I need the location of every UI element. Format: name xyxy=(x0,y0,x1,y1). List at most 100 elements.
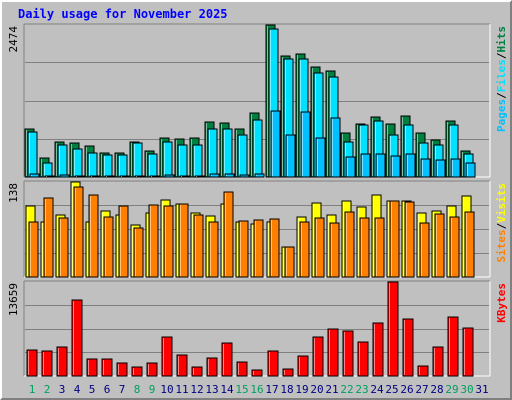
bar-pages-day-14 xyxy=(224,173,235,178)
panel-kbytes: 13659 KBytes xyxy=(7,280,508,377)
bar-kbytes-day-7 xyxy=(116,362,128,377)
day-label-29: 29 xyxy=(445,383,458,396)
bar-sites-day-15 xyxy=(238,220,249,278)
bar-pages-day-9 xyxy=(149,175,160,178)
bar-kbytes-day-11 xyxy=(176,354,188,377)
panel-visits-sites: 138 Sites/Visits xyxy=(7,180,508,278)
day-label-25: 25 xyxy=(385,383,398,396)
bar-kbytes-day-10 xyxy=(161,336,173,377)
bar-sites-day-23 xyxy=(359,217,370,278)
bar-kbytes-day-3 xyxy=(56,346,68,377)
bar-sites-day-12 xyxy=(193,214,204,278)
day-label-11: 11 xyxy=(175,383,188,396)
day-label-4: 4 xyxy=(74,383,81,396)
bar-kbytes-day-20 xyxy=(312,336,324,377)
bar-files-day-15 xyxy=(237,134,248,178)
day-label-18: 18 xyxy=(280,383,293,396)
bar-sites-day-7 xyxy=(118,205,129,278)
legend-files: Files xyxy=(495,59,508,92)
day-label-28: 28 xyxy=(430,383,443,396)
bar-pages-day-12 xyxy=(194,175,205,178)
day-label-6: 6 xyxy=(104,383,111,396)
day-label-3: 3 xyxy=(59,383,66,396)
day-label-31: 31 xyxy=(475,383,488,396)
bar-pages-day-18 xyxy=(285,134,296,178)
bar-pages-day-15 xyxy=(239,174,250,178)
legend-pages: Pages xyxy=(495,99,508,132)
day-label-21: 21 xyxy=(325,383,338,396)
bar-sites-day-29 xyxy=(449,216,460,278)
bar-sites-day-16 xyxy=(253,219,264,278)
bar-files-day-8 xyxy=(132,142,143,178)
bar-sites-day-9 xyxy=(148,204,159,278)
legend-visits: Visits xyxy=(495,183,508,223)
bar-files-day-5 xyxy=(87,152,98,178)
bar-pages-day-6 xyxy=(104,175,115,178)
bar-files-day-1 xyxy=(27,131,38,178)
bar-kbytes-day-26 xyxy=(402,318,414,377)
bar-pages-day-29 xyxy=(450,158,461,178)
bar-pages-day-10 xyxy=(164,174,175,178)
bar-kbytes-day-17 xyxy=(267,350,279,377)
bar-sites-day-5 xyxy=(88,194,99,278)
bar-sites-day-14 xyxy=(223,191,234,278)
bar-sites-day-17 xyxy=(269,218,280,278)
bar-pages-day-20 xyxy=(315,137,326,178)
bar-kbytes-day-16 xyxy=(251,369,263,377)
bar-sites-day-24 xyxy=(374,217,385,278)
bar-pages-day-16 xyxy=(254,173,265,178)
bar-pages-day-30 xyxy=(465,162,476,178)
bar-kbytes-day-25 xyxy=(387,281,399,377)
day-label-12: 12 xyxy=(190,383,203,396)
day-label-9: 9 xyxy=(149,383,156,396)
bar-sites-day-2 xyxy=(43,197,54,278)
bar-pages-day-4 xyxy=(74,175,85,178)
bar-pages-day-28 xyxy=(435,159,446,178)
day-label-24: 24 xyxy=(370,383,384,396)
bar-sites-day-28 xyxy=(434,213,445,278)
legend-kbytes: KBytes xyxy=(495,283,508,323)
bar-sites-day-30 xyxy=(464,211,475,278)
bar-kbytes-day-15 xyxy=(236,361,248,377)
day-label-5: 5 xyxy=(89,383,96,396)
bar-kbytes-day-28 xyxy=(432,346,444,377)
bar-sites-day-25 xyxy=(389,200,400,278)
day-label-20: 20 xyxy=(310,383,323,396)
day-label-26: 26 xyxy=(400,383,413,396)
bar-kbytes-day-1 xyxy=(26,349,38,377)
bar-files-day-7 xyxy=(117,154,128,178)
bar-files-day-14 xyxy=(222,128,233,178)
bar-pages-day-1 xyxy=(29,173,40,178)
bar-sites-day-8 xyxy=(133,227,144,278)
bar-kbytes-day-14 xyxy=(221,342,233,377)
legend-separator: / xyxy=(495,52,508,59)
bar-sites-day-11 xyxy=(178,203,189,278)
bar-sites-day-26 xyxy=(404,201,415,278)
bar-kbytes-day-30 xyxy=(462,327,474,377)
right-legend: Sites/Visits xyxy=(495,183,508,263)
y-max-label: 13659 xyxy=(7,283,20,316)
bar-sites-day-18 xyxy=(284,246,295,278)
bar-pages-day-21 xyxy=(330,117,341,178)
bar-pages-day-22 xyxy=(345,156,356,178)
day-label-10: 10 xyxy=(160,383,173,396)
bar-kbytes-day-9 xyxy=(146,362,158,377)
bar-pages-day-25 xyxy=(390,155,401,178)
bar-pages-day-2 xyxy=(44,175,55,178)
day-label-13: 13 xyxy=(205,383,218,396)
bar-pages-day-17 xyxy=(270,110,281,178)
bar-kbytes-day-21 xyxy=(327,328,339,377)
bar-sites-day-20 xyxy=(314,217,325,278)
day-label-15: 15 xyxy=(235,383,248,396)
bar-files-day-12 xyxy=(192,144,203,178)
day-label-22: 22 xyxy=(340,383,353,396)
day-label-23: 23 xyxy=(355,383,368,396)
bar-pages-day-24 xyxy=(375,153,386,178)
bar-kbytes-day-29 xyxy=(447,316,459,377)
legend-separator: / xyxy=(495,92,508,99)
bar-pages-day-5 xyxy=(89,175,100,178)
bar-pages-day-27 xyxy=(420,158,431,178)
bar-kbytes-day-13 xyxy=(206,357,218,377)
legend-hits: Hits xyxy=(495,26,508,53)
